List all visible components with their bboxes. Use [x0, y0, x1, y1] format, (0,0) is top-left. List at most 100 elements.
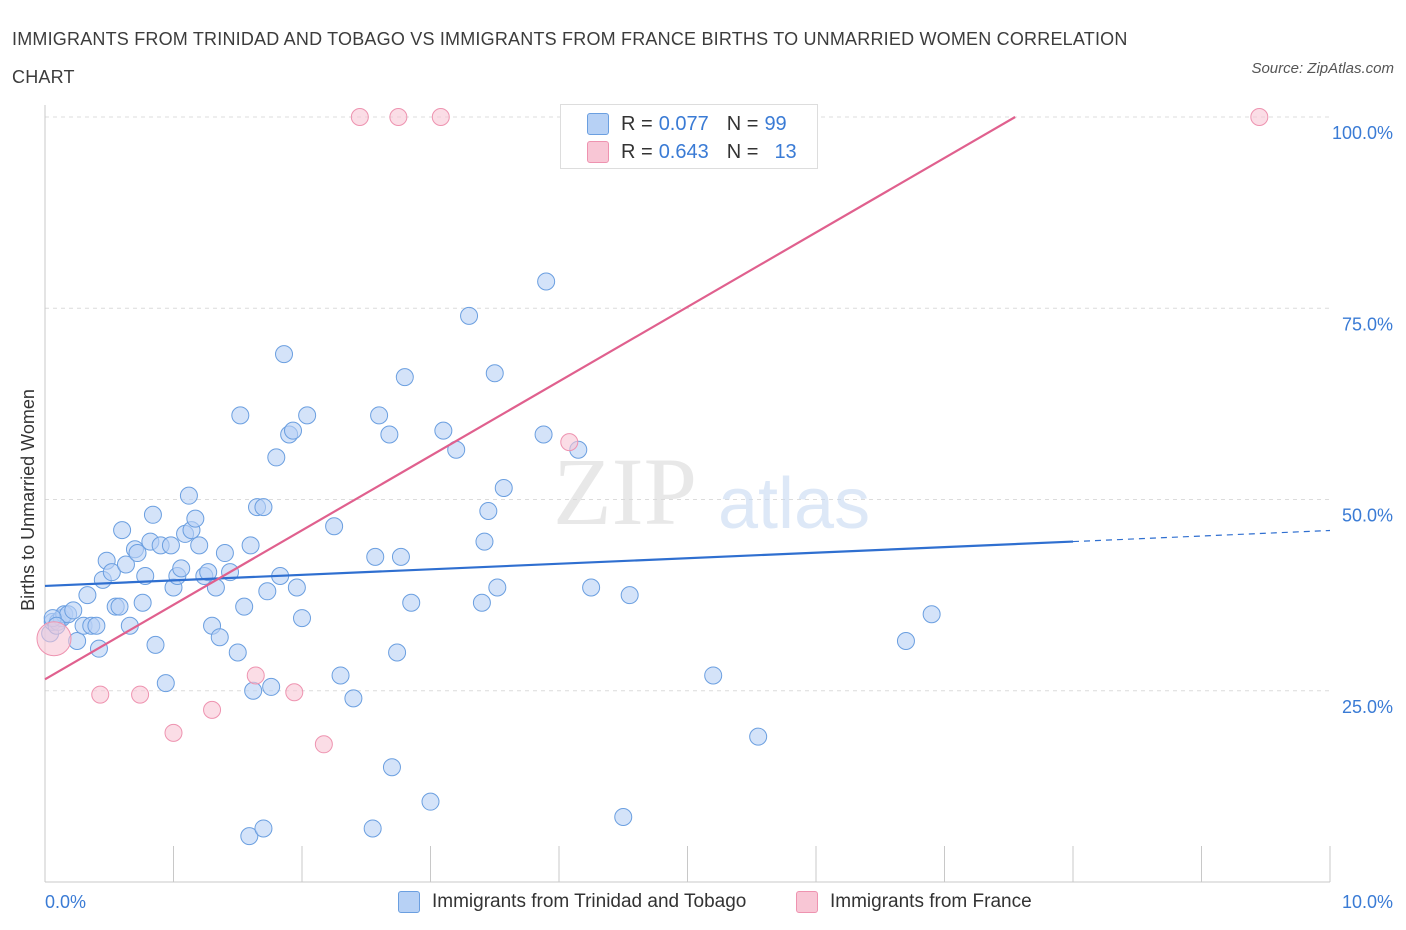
- y-tick-label: 25.0%: [1342, 697, 1393, 717]
- point-france: [131, 685, 150, 704]
- point-trinidad: [287, 578, 306, 597]
- chart-title: IMMIGRANTS FROM TRINIDAD AND TOBAGO VS I…: [12, 29, 1128, 87]
- point-trinidad: [87, 616, 106, 635]
- legend-swatch-blue: [587, 113, 609, 135]
- watermark-atlas: atlas: [718, 464, 870, 544]
- point-trinidad: [380, 425, 399, 444]
- point-trinidad: [143, 505, 162, 524]
- point-trinidad: [228, 643, 247, 662]
- point-trinidad: [102, 563, 121, 582]
- x-ticks: [44, 846, 1331, 882]
- point-trinidad: [136, 567, 155, 585]
- trend-lines: [44, 116, 1331, 681]
- point-trinidad: [241, 536, 260, 555]
- point-trinidad: [704, 666, 723, 685]
- point-france: [285, 683, 304, 702]
- point-trinidad: [325, 517, 344, 536]
- bottom-legend-swatch-pink: [796, 891, 818, 913]
- point-trinidad: [215, 544, 234, 563]
- point-trinidad: [116, 555, 135, 574]
- point-trinidad: [366, 547, 385, 566]
- point-trinidad: [244, 681, 263, 700]
- point-trinidad: [254, 819, 273, 838]
- point-france: [203, 700, 222, 719]
- point-france: [314, 735, 333, 754]
- legend-n-label: N =: [726, 112, 759, 135]
- point-trinidad: [582, 578, 601, 597]
- point-trinidad: [402, 593, 421, 612]
- point-trinidad: [472, 593, 491, 612]
- point-trinidad: [293, 609, 311, 628]
- x-tick-label-min: 0.0%: [45, 892, 86, 912]
- point-france: [1250, 108, 1269, 126]
- bottom-legend-label-trinidad: Immigrants from Trinidad and Tobago: [432, 891, 747, 912]
- point-trinidad: [254, 498, 273, 517]
- point-trinidad: [363, 819, 382, 838]
- point-trinidad: [344, 689, 363, 708]
- point-trinidad: [133, 593, 152, 612]
- bottom-legend-label-france: Immigrants from France: [830, 891, 1032, 912]
- trend-line-trinidad-extension: [1072, 529, 1331, 543]
- point-trinidad: [235, 597, 254, 616]
- point-trinidad: [156, 674, 175, 693]
- y-tick-label: 100.0%: [1332, 123, 1393, 143]
- point-trinidad: [262, 677, 281, 696]
- point-france: [560, 433, 579, 452]
- point-trinidad: [922, 605, 941, 624]
- legend-r-label: R =: [621, 140, 653, 163]
- legend-n-value: 13: [774, 140, 797, 163]
- stats-legend: R = 0.077 N = 99 R = 0.643 N = 13: [560, 104, 818, 169]
- point-france: [389, 108, 408, 126]
- point-trinidad: [128, 544, 147, 563]
- point-trinidad: [331, 666, 350, 685]
- point-trinidad: [172, 559, 191, 578]
- point-trinidad: [620, 586, 639, 605]
- point-trinidad: [485, 364, 504, 383]
- point-trinidad: [64, 601, 83, 620]
- trend-line-trinidad: [44, 540, 1074, 588]
- point-trinidad: [110, 597, 129, 616]
- point-trinidad: [179, 486, 198, 505]
- point-trinidad: [240, 827, 259, 846]
- legend-r-value: 0.643: [658, 140, 709, 163]
- point-trinidad: [370, 406, 389, 425]
- point-trinidad: [537, 272, 556, 291]
- point-trinidad: [479, 501, 498, 520]
- chart-source: Source: ZipAtlas.com: [1251, 60, 1394, 77]
- legend-n-label: N =: [726, 140, 759, 163]
- point-trinidad: [231, 406, 250, 425]
- point-trinidad: [190, 536, 209, 555]
- trend-line-france: [44, 116, 1016, 681]
- point-trinidad: [494, 479, 513, 498]
- point-trinidad: [146, 635, 165, 654]
- point-trinidad: [749, 727, 768, 746]
- point-trinidad: [488, 578, 507, 597]
- point-france: [91, 685, 110, 704]
- point-trinidad: [421, 792, 440, 811]
- point-france: [246, 666, 265, 685]
- point-france: [36, 621, 72, 657]
- point-trinidad: [534, 425, 553, 444]
- legend-r-value: 0.077: [658, 112, 709, 135]
- bottom-legend-trinidad[interactable]: Immigrants from Trinidad and Tobago: [398, 888, 746, 916]
- point-trinidad: [434, 421, 453, 440]
- y-tick-labels: 100.0% 75.0% 50.0% 25.0%: [1332, 123, 1393, 717]
- point-trinidad: [391, 547, 410, 566]
- bottom-legend-swatch-blue: [398, 891, 420, 913]
- point-trinidad: [210, 628, 229, 647]
- point-trinidad: [460, 306, 479, 325]
- point-trinidad: [475, 532, 494, 551]
- bottom-legend-france[interactable]: Immigrants from France: [796, 888, 1032, 916]
- point-trinidad: [298, 406, 317, 425]
- y-tick-label: 75.0%: [1342, 314, 1393, 334]
- y-axis-label: Births to Unmarried Women: [18, 389, 38, 611]
- point-france: [350, 108, 369, 126]
- point-trinidad: [199, 563, 218, 582]
- legend-r-label: R =: [621, 112, 653, 135]
- point-trinidad: [275, 345, 294, 364]
- point-france: [164, 723, 183, 742]
- point-trinidad: [395, 368, 414, 387]
- point-trinidad: [206, 578, 225, 597]
- point-trinidad: [382, 758, 401, 777]
- point-trinidad: [284, 421, 303, 440]
